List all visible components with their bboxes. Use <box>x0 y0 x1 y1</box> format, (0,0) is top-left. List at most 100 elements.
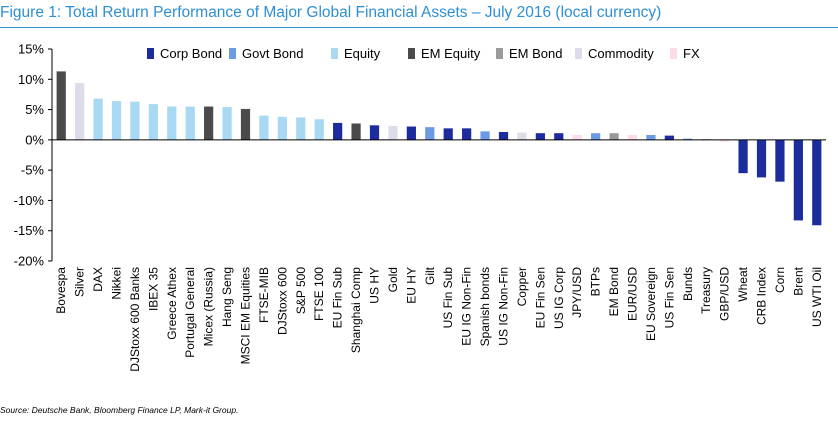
bar-13 <box>296 117 306 140</box>
bar-37 <box>738 139 748 174</box>
bar-21 <box>443 128 453 140</box>
x-tick-label: EU IG Non-Fin <box>460 267 474 346</box>
legend: Corp Bond Govt Bond Equity EM Equity EM Bond… <box>147 46 700 61</box>
bar-2 <box>93 98 103 140</box>
y-tick-label: 10% <box>18 72 44 87</box>
legend-label: FX <box>683 46 700 61</box>
x-tick-label: Wheat <box>736 266 750 301</box>
x-tick-label: Micex (Russia) <box>202 267 216 346</box>
bar-26 <box>535 133 545 140</box>
bar-6 <box>167 106 177 140</box>
bar-34 <box>683 138 693 140</box>
bar-3 <box>111 101 122 140</box>
bar-24 <box>498 131 509 140</box>
x-tick-label: JPY/USD <box>570 267 584 318</box>
x-tick-label: EU Sovereign <box>644 267 658 341</box>
bar-18 <box>388 125 398 140</box>
x-tick-label: Nikkei <box>110 267 124 300</box>
x-tick-label: MSCI EM Equities <box>239 267 253 364</box>
x-tick-label: BTPs <box>589 267 603 296</box>
bar-10 <box>240 108 251 140</box>
x-tick-label: US IG Corp <box>552 267 566 329</box>
x-tick-label: US WTI Oil <box>810 267 824 327</box>
x-tick-label: GBP/USD <box>718 267 732 321</box>
bar-27 <box>554 133 564 140</box>
x-tick-label: EU Fin Sen <box>533 267 547 328</box>
bar-32 <box>646 135 656 140</box>
legend-swatch <box>229 48 236 59</box>
x-tick-label: US IG Non-Fin <box>497 267 511 346</box>
bar-30 <box>609 133 619 140</box>
bar-12 <box>277 116 287 140</box>
x-tick-label: EU Fin Sub <box>331 267 345 329</box>
y-tick-label: -5% <box>21 163 45 178</box>
bars <box>56 71 822 226</box>
x-axis-labels: Bovespa Silver DAX Nikkei DJStoxx 600 Banks I… <box>54 266 824 371</box>
legend-swatch <box>147 48 154 59</box>
x-tick-label: Hang Seng <box>220 267 234 327</box>
bar-29 <box>591 133 601 140</box>
legend-label: Govt Bond <box>242 46 303 61</box>
legend-swatch <box>331 48 338 59</box>
bar-41 <box>812 139 822 226</box>
x-tick-label: EM Bond <box>607 267 621 316</box>
legend-label: EM Bond <box>509 46 562 61</box>
bar-39 <box>775 139 785 182</box>
x-tick-label: Greece Athex <box>165 267 179 340</box>
x-tick-label: Shanghai Comp <box>349 267 363 353</box>
bar-9 <box>222 107 232 140</box>
bar-14 <box>314 119 324 140</box>
bar-28 <box>572 135 582 140</box>
x-tick-label: Treasury <box>699 267 713 314</box>
bar-17 <box>369 125 380 140</box>
bar-1 <box>75 82 85 140</box>
legend-label: Equity <box>344 46 381 61</box>
legend-swatch <box>575 48 582 59</box>
bar-5 <box>148 104 158 140</box>
x-tick-label: Brent <box>791 266 805 295</box>
bar-7 <box>185 106 195 140</box>
bar-38 <box>756 139 767 178</box>
bar-19 <box>406 126 416 140</box>
bar-25 <box>517 132 527 140</box>
x-tick-label: CRB Index <box>755 267 769 325</box>
bar-33 <box>664 135 674 140</box>
x-tick-label: FTSE 100 <box>312 267 326 321</box>
x-tick-label: Spanish bonds <box>478 267 492 346</box>
bar-11 <box>259 115 269 140</box>
legend-label: Commodity <box>588 46 654 61</box>
y-tick-label: 5% <box>25 102 44 117</box>
figure-title: Figure 1: Total Return Performance of Ma… <box>0 4 662 21</box>
bar-22 <box>462 128 472 140</box>
bar-36 <box>720 139 730 142</box>
x-tick-label: US Fin Sub <box>441 267 455 329</box>
title-rule <box>0 27 838 28</box>
bar-23 <box>480 131 490 140</box>
bar-4 <box>130 101 140 140</box>
x-tick-label: Gilt <box>423 266 437 285</box>
x-tick-label: Copper <box>515 267 529 306</box>
legend-swatch <box>670 48 677 59</box>
y-axis: 15% 10% 5% 0% -5% -10% -15% -20% <box>14 42 53 269</box>
y-tick-label: 15% <box>18 42 44 57</box>
x-tick-label: DJStoxx 600 <box>275 267 289 335</box>
x-tick-label: Silver <box>73 267 87 297</box>
bar-20 <box>425 127 435 140</box>
y-tick-label: 0% <box>25 132 44 147</box>
x-tick-label: Bunds <box>681 267 695 301</box>
y-tick-label: -20% <box>14 254 45 269</box>
x-tick-label: Portugal General <box>183 267 197 358</box>
source-note: Source: Deutsche Bank, Bloomberg Finance… <box>0 405 239 415</box>
legend-swatch <box>408 48 415 59</box>
y-tick-label: -15% <box>14 223 45 238</box>
x-tick-label: DJStoxx 600 Banks <box>128 267 142 372</box>
bar-16 <box>351 123 361 140</box>
legend-swatch <box>496 48 503 59</box>
x-tick-label: IBEX 35 <box>146 267 160 311</box>
bar-8 <box>204 106 214 140</box>
x-tick-label: Gold <box>386 267 400 292</box>
x-tick-label: US HY <box>368 267 382 304</box>
bar-0 <box>56 71 66 140</box>
x-tick-label: EUR/USD <box>626 267 640 321</box>
